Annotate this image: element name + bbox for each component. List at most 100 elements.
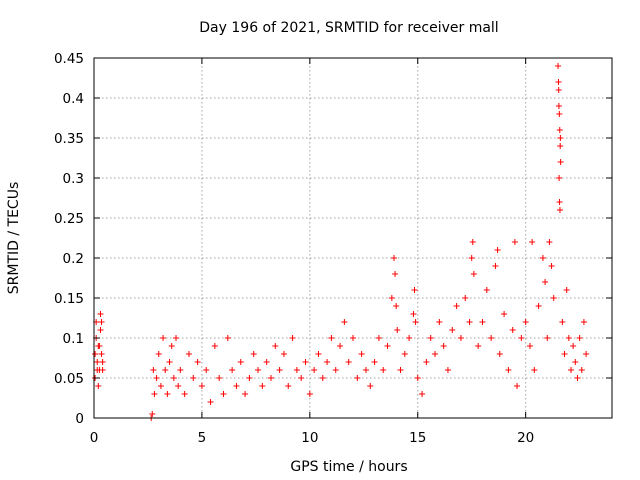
data-point: [194, 359, 201, 365]
data-point: [492, 263, 499, 269]
data-point: [328, 335, 335, 341]
data-point: [557, 143, 564, 149]
data-point: [384, 343, 391, 349]
data-point: [166, 359, 173, 365]
data-point: [419, 391, 426, 397]
data-point: [583, 351, 590, 357]
data-point: [354, 375, 361, 381]
y-tick-label: 0.45: [54, 51, 84, 67]
data-point: [289, 335, 296, 341]
data-point: [578, 367, 585, 373]
data-point: [371, 359, 378, 365]
data-point: [267, 375, 274, 381]
y-tick-label: 0.15: [54, 291, 84, 307]
data-point: [572, 359, 579, 365]
data-point: [548, 263, 555, 269]
data-point: [276, 367, 283, 373]
y-tick-label: 0.4: [63, 91, 84, 107]
plot-frame: [93, 57, 613, 419]
data-point: [505, 367, 512, 373]
x-axis-label: GPS time / hours: [290, 459, 407, 475]
data-point: [388, 295, 395, 301]
data-point: [556, 127, 563, 133]
y-tick-label: 0.05: [54, 371, 84, 387]
data-point: [164, 391, 171, 397]
data-point: [555, 79, 562, 85]
data-point: [155, 351, 162, 357]
data-point: [453, 303, 460, 309]
data-point: [153, 375, 160, 381]
data-point: [259, 383, 266, 389]
data-point: [546, 239, 553, 245]
data-point: [280, 351, 287, 357]
data-point: [494, 247, 501, 253]
data-point: [401, 351, 408, 357]
data-point: [411, 287, 418, 293]
y-tick-label: 0.1: [63, 331, 84, 347]
data-point: [488, 335, 495, 341]
data-point: [177, 367, 184, 373]
data-point: [555, 87, 562, 93]
x-tick-label: 15: [409, 430, 426, 446]
data-point: [220, 391, 227, 397]
data-point: [175, 383, 182, 389]
data-point: [160, 335, 167, 341]
data-point: [556, 199, 563, 205]
data-point: [406, 335, 413, 341]
data-point: [190, 375, 197, 381]
data-point: [567, 367, 574, 373]
data-point: [391, 255, 398, 261]
data-point: [99, 367, 106, 373]
data-point: [397, 367, 404, 373]
data-point: [332, 367, 339, 373]
data-point: [556, 175, 563, 181]
data-point: [557, 135, 564, 141]
data-point: [574, 375, 581, 381]
data-point: [535, 303, 542, 309]
data-point: [168, 343, 175, 349]
data-point: [350, 335, 356, 341]
data-point: [539, 255, 546, 261]
data-point: [468, 255, 475, 261]
data-point: [414, 375, 421, 381]
data-point: [94, 359, 101, 365]
data-point: [96, 343, 103, 349]
data-point: [298, 375, 305, 381]
data-point: [470, 271, 477, 277]
y-tick-label: 0.3: [63, 171, 84, 187]
data-point: [341, 319, 348, 325]
data-point: [469, 239, 476, 245]
data-point: [170, 375, 177, 381]
data-point: [563, 287, 570, 293]
data-point: [98, 351, 105, 357]
data-point: [150, 367, 157, 373]
data-point: [285, 383, 292, 389]
data-point: [358, 351, 365, 357]
data-point: [479, 319, 486, 325]
data-point: [475, 343, 482, 349]
data-point: [246, 375, 253, 381]
data-point: [559, 319, 566, 325]
data-point: [542, 279, 549, 285]
data-point: [203, 367, 210, 373]
data-point: [224, 335, 231, 341]
data-point: [444, 367, 451, 373]
data-point: [561, 351, 568, 357]
data-point: [526, 343, 533, 349]
x-tick-label: 5: [198, 430, 207, 446]
data-point: [518, 335, 525, 341]
data-point: [173, 335, 180, 341]
data-point: [98, 319, 105, 325]
data-point: [375, 335, 382, 341]
data-point: [427, 335, 434, 341]
y-tick-label: 0.35: [54, 131, 84, 147]
data-point: [362, 367, 369, 373]
data-point: [293, 367, 300, 373]
data-point: [94, 367, 101, 373]
data-point: [457, 335, 464, 341]
data-point: [531, 367, 538, 373]
data-point: [529, 239, 536, 245]
data-point: [412, 319, 419, 325]
data-point: [324, 359, 331, 365]
